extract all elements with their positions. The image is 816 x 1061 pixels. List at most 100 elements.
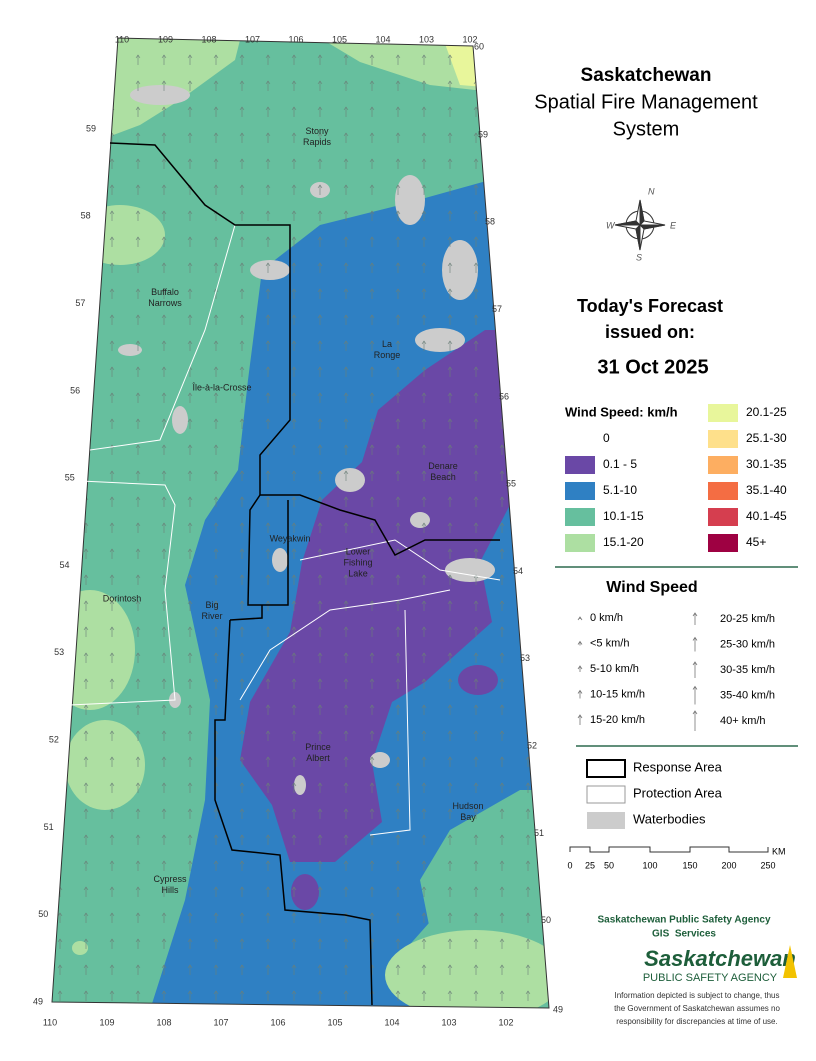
legend-swatch (565, 482, 595, 500)
wind-arrow (473, 496, 479, 507)
wind-arrow (473, 548, 479, 559)
wind-arrow (213, 626, 219, 637)
wind-arrow (135, 262, 141, 273)
wind-arrow (161, 470, 167, 481)
legend-label: 45+ (746, 535, 766, 549)
forecast-heading: Today's Forecast (577, 296, 723, 316)
wind-arrow (265, 912, 271, 923)
waterbody (118, 344, 142, 356)
wind-arrow (395, 652, 401, 663)
wind-arrow (291, 574, 297, 585)
wind-arrow (187, 990, 193, 1001)
wind-arrow (473, 730, 479, 741)
wind-arrow (83, 626, 89, 637)
wind-arrow (83, 106, 89, 117)
wind-arrow (421, 990, 427, 1001)
place-label: Albert (306, 753, 330, 763)
wind-arrow (317, 548, 323, 559)
wind-arrow (83, 912, 89, 923)
latitude-label: 49 (33, 996, 43, 1006)
legend-label: 30.1-35 (746, 457, 787, 471)
arrow-legend-label: 10-15 km/h (590, 688, 645, 700)
wind-arrow (161, 652, 167, 663)
wind-arrow (187, 288, 193, 299)
protection-boundary (239, 589, 451, 701)
wind-arrow (369, 626, 375, 637)
wind-arrow (447, 730, 453, 741)
wind-arrow (161, 314, 167, 325)
wind-arrow (421, 808, 427, 819)
arrow-legend-label: 40+ km/h (720, 715, 766, 727)
wind-arrow (369, 54, 375, 65)
wind-arrow (213, 444, 219, 455)
wind-arrow (135, 470, 141, 481)
wind-arrow (499, 652, 505, 663)
legend-label: 0.1 - 5 (603, 457, 637, 471)
wind-arrow (265, 392, 271, 403)
wind-arrow (447, 522, 453, 533)
place-label: La (382, 339, 392, 349)
wind-arrow (265, 470, 271, 481)
wind-arrow (161, 860, 167, 871)
protection-boundary (299, 539, 501, 581)
wind-arrow (525, 834, 531, 845)
wind-arrow (83, 652, 89, 663)
wind-arrow (109, 548, 115, 559)
wind-arrow (395, 366, 401, 377)
wind-arrow (369, 392, 375, 403)
wind-arrow (343, 808, 349, 819)
waterbody (294, 775, 306, 795)
wind-arrow (369, 522, 375, 533)
wind-arrow (109, 652, 115, 663)
forecast-date: 31 Oct 2025 (597, 356, 708, 378)
wind-arrow (83, 990, 89, 1001)
wind-arrow (265, 730, 271, 741)
wind-arrow (265, 158, 271, 169)
latitude-label: 57 (492, 304, 502, 314)
zone (72, 941, 88, 955)
wind-arrow (187, 808, 193, 819)
disclaimer: Information depicted is subject to chang… (615, 991, 780, 1000)
wind-arrow (395, 964, 401, 975)
wind-arrow (213, 990, 219, 1001)
wind-arrow (343, 288, 349, 299)
wind-arrow (343, 886, 349, 897)
wind-arrow (57, 392, 63, 403)
longitude-label: 107 (245, 34, 260, 44)
wind-arrow (395, 210, 401, 221)
wind-arrow (395, 496, 401, 507)
place-label: Buffalo (151, 287, 179, 297)
wind-arrow (317, 600, 323, 611)
wind-arrow (291, 470, 297, 481)
wind-arrow (265, 678, 271, 689)
wind-arrow (421, 158, 427, 169)
wind-arrow (395, 340, 401, 351)
wind-arrow (395, 678, 401, 689)
wind-arrow (213, 496, 219, 507)
wind-arrow (265, 574, 271, 585)
wind-arrow (265, 132, 271, 143)
wind-arrow (343, 522, 349, 533)
wind-arrow (265, 938, 271, 949)
wind-arrow (421, 548, 427, 559)
wind-arrow (83, 444, 89, 455)
wind-arrow (473, 470, 479, 481)
wind-arrow (239, 366, 245, 377)
place-label: Bay (460, 812, 476, 822)
place-label: Rapids (303, 137, 332, 147)
longitude-label: 109 (99, 1017, 114, 1027)
wind-arrow (265, 236, 271, 247)
wind-arrow (343, 600, 349, 611)
wind-arrow (161, 106, 167, 117)
wind-arrow (499, 496, 505, 507)
wind-arrow (213, 522, 219, 533)
wind-arrow (447, 860, 453, 871)
wind-arrow (369, 756, 375, 767)
wind-arrow (109, 990, 115, 1001)
wind-arrow (369, 444, 375, 455)
wind-arrow (369, 730, 375, 741)
wind-arrow (499, 600, 505, 611)
wind-arrow (343, 314, 349, 325)
arrow-legend-label: 0 km/h (590, 612, 623, 624)
wind-arrow (135, 782, 141, 793)
